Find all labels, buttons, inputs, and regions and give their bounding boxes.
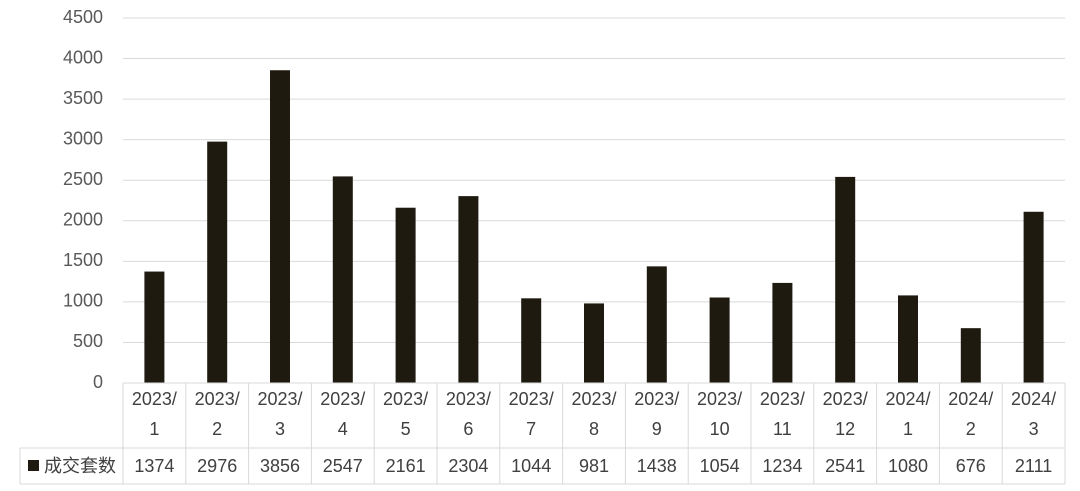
bar xyxy=(270,70,290,383)
x-tick-label: 2023/11 xyxy=(759,389,805,439)
x-tick-cell: 2023/11 xyxy=(759,389,805,439)
legend-swatch xyxy=(28,460,39,471)
bar xyxy=(772,282,793,383)
table-value: 2304 xyxy=(448,456,488,476)
y-tick-label: 1000 xyxy=(63,291,103,311)
bar xyxy=(207,141,228,383)
bar xyxy=(898,295,918,383)
bar xyxy=(584,303,604,383)
x-tick-cell: 2023/1 xyxy=(131,389,177,439)
x-tick-cell: 2023/2 xyxy=(194,389,240,439)
table-value: 1438 xyxy=(637,456,677,476)
x-tick-cell: 2023/5 xyxy=(383,389,429,439)
bar xyxy=(646,266,667,383)
y-tick-label: 3500 xyxy=(63,88,103,108)
x-tick-label: 2023/7 xyxy=(508,389,554,439)
table-value: 1234 xyxy=(762,456,802,476)
x-tick-label: 2023/10 xyxy=(697,389,743,439)
table-value: 2976 xyxy=(197,456,237,476)
x-tick-label: 2024/1 xyxy=(885,389,931,439)
x-tick-cell: 2024/2 xyxy=(948,389,994,439)
y-tick-label: 500 xyxy=(73,331,103,351)
y-tick-label: 3000 xyxy=(63,128,103,148)
y-tick-label: 2500 xyxy=(63,169,103,189)
y-tick-label: 1500 xyxy=(63,250,103,270)
x-tick-cell: 2024/3 xyxy=(1011,389,1057,439)
x-tick-cell: 2023/8 xyxy=(571,389,617,439)
x-tick-cell: 2024/1 xyxy=(885,389,931,439)
x-tick-cell: 2023/9 xyxy=(634,389,680,439)
table-value: 2111 xyxy=(1015,456,1052,476)
table-value: 1044 xyxy=(511,456,551,476)
bar xyxy=(960,328,981,383)
bar xyxy=(332,176,353,383)
x-tick-label: 2023/8 xyxy=(571,389,617,439)
bar xyxy=(144,271,165,383)
table-value: 676 xyxy=(956,456,986,476)
x-tick-label: 2024/2 xyxy=(948,389,994,439)
x-tick-cell: 2023/4 xyxy=(320,389,366,439)
table-value: 1080 xyxy=(888,456,928,476)
x-tick-label: 2023/2 xyxy=(194,389,240,439)
table-value: 2547 xyxy=(323,456,363,476)
y-tick-label: 0 xyxy=(93,372,103,392)
bar xyxy=(835,176,856,383)
x-tick-label: 2023/12 xyxy=(822,389,868,439)
x-tick-label: 2023/5 xyxy=(383,389,429,439)
y-tick-label: 2000 xyxy=(63,210,103,230)
x-tick-label: 2023/3 xyxy=(257,389,303,439)
x-tick-cell: 2023/3 xyxy=(257,389,303,439)
table-value: 1374 xyxy=(134,456,174,476)
legend-label: 成交套数 xyxy=(44,456,116,476)
x-tick-label: 2023/9 xyxy=(634,389,680,439)
x-tick-cell: 2023/12 xyxy=(822,389,868,439)
bar xyxy=(709,297,730,383)
bar xyxy=(1023,211,1044,383)
x-tick-cell: 2023/7 xyxy=(508,389,554,439)
x-tick-cell: 2023/6 xyxy=(445,389,491,439)
x-tick-cell: 2023/10 xyxy=(697,389,743,439)
bar xyxy=(458,196,479,383)
x-tick-label: 2023/6 xyxy=(445,389,491,439)
y-tick-label: 4000 xyxy=(63,47,103,67)
x-tick-label: 2023/1 xyxy=(131,389,177,439)
x-tick-label: 2023/4 xyxy=(320,389,366,439)
y-tick-label: 4500 xyxy=(63,7,103,27)
bar xyxy=(395,207,416,383)
table-value: 1054 xyxy=(700,456,740,476)
table-value: 3856 xyxy=(260,456,300,476)
table-value: 981 xyxy=(579,456,609,476)
bar xyxy=(521,298,542,383)
table-value: 2541 xyxy=(825,456,865,476)
x-tick-label: 2024/3 xyxy=(1011,389,1057,439)
table-value: 2161 xyxy=(386,456,426,476)
